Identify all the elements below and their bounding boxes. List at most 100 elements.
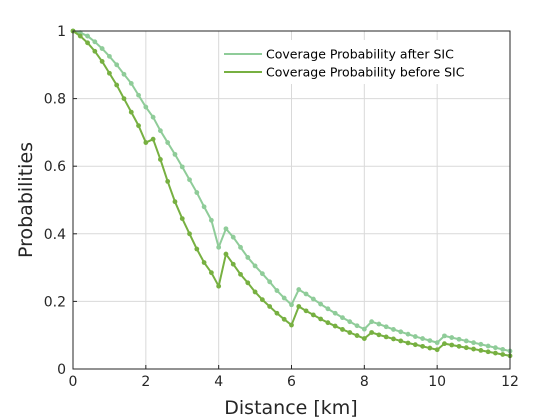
series-1-point-28 xyxy=(274,310,280,316)
series-1-point-38 xyxy=(347,330,353,335)
series-1-point-12 xyxy=(158,157,163,162)
series-0-point-35 xyxy=(325,306,331,312)
x-tick-label-1: 2 xyxy=(141,374,150,390)
series-1-point-52 xyxy=(449,342,455,348)
series-0-point-54 xyxy=(463,338,469,344)
legend-background xyxy=(221,40,507,84)
series-1-point-27 xyxy=(267,304,273,309)
y-tick-label-0: 0 xyxy=(57,362,66,378)
series-1-point-35 xyxy=(325,320,331,326)
series-1-point-31 xyxy=(296,304,302,309)
series-1-point-9 xyxy=(136,123,141,129)
y-tick-label-3: 0.6 xyxy=(44,159,66,175)
series-1-point-46 xyxy=(405,340,411,346)
y-tick-label-1: 0.2 xyxy=(44,294,66,310)
series-1-point-18 xyxy=(201,260,207,265)
series-1-point-5 xyxy=(107,70,112,76)
series-0-point-7 xyxy=(121,71,127,77)
series-0-point-5 xyxy=(107,53,112,59)
series-1-point-21 xyxy=(223,251,229,257)
series-1-point-24 xyxy=(245,280,251,286)
series-0-point-32 xyxy=(303,291,309,297)
series-0-point-2 xyxy=(85,33,90,39)
series-0-point-3 xyxy=(92,39,98,45)
series-0-point-31 xyxy=(296,287,302,292)
series-0-point-15 xyxy=(179,164,185,170)
x-tick-label-5: 10 xyxy=(428,374,446,390)
series-1-point-41 xyxy=(369,330,375,335)
series-1-point-42 xyxy=(376,332,382,338)
series-0 xyxy=(70,28,513,354)
y-tick-label-2: 0.4 xyxy=(44,227,66,243)
series-1 xyxy=(70,28,513,359)
series-1-point-36 xyxy=(332,323,338,329)
series-0-point-41 xyxy=(369,319,375,325)
series-0-point-48 xyxy=(420,336,425,341)
series-1-point-47 xyxy=(412,342,418,348)
series-0-point-39 xyxy=(354,323,360,329)
series-1-point-26 xyxy=(259,297,265,303)
x-axis-label: Distance [km] xyxy=(224,397,357,419)
series-1-point-32 xyxy=(303,308,309,314)
y-tick-label-4: 0.8 xyxy=(44,92,66,108)
series-1-point-40 xyxy=(361,336,367,341)
series-0-point-8 xyxy=(128,80,134,86)
series-1-point-59 xyxy=(500,352,506,357)
series-0-point-20 xyxy=(216,244,222,250)
series-0-point-55 xyxy=(471,340,476,346)
series-1-point-4 xyxy=(99,59,105,64)
series-0-point-14 xyxy=(172,151,178,157)
series-1-point-20 xyxy=(216,283,222,289)
series-0-point-44 xyxy=(391,327,396,332)
series-0-point-58 xyxy=(493,345,498,351)
series-0-point-17 xyxy=(194,190,200,195)
x-tick-label-0: 0 xyxy=(69,374,78,390)
series-1-point-51 xyxy=(442,341,447,347)
series-1-point-33 xyxy=(310,312,316,318)
series-0-point-38 xyxy=(347,319,353,325)
series-0-point-49 xyxy=(427,338,433,344)
series-0-point-23 xyxy=(238,244,243,250)
series-1-point-54 xyxy=(463,345,469,351)
series-0-point-40 xyxy=(361,326,367,332)
series-1-point-2 xyxy=(85,40,90,46)
series-1-point-57 xyxy=(485,349,491,355)
series-1-point-10 xyxy=(143,140,149,145)
series-0-point-28 xyxy=(274,288,280,293)
series-0-point-30 xyxy=(289,302,294,308)
plot-area xyxy=(70,28,513,359)
series-0-point-29 xyxy=(281,295,287,301)
series-1-point-6 xyxy=(114,82,120,88)
series-0-point-12 xyxy=(158,128,163,134)
series-0-point-27 xyxy=(267,279,273,285)
series-0-point-53 xyxy=(456,336,462,342)
series-1-point-19 xyxy=(208,270,214,276)
series-0-point-36 xyxy=(332,310,338,316)
series-0-point-37 xyxy=(340,315,345,321)
series-0-point-42 xyxy=(376,321,382,327)
x-tick-label-4: 8 xyxy=(360,374,369,390)
x-tick-label-6: 12 xyxy=(501,374,519,390)
series-0-point-47 xyxy=(412,334,418,339)
series-0-point-16 xyxy=(187,177,192,183)
series-0-point-50 xyxy=(434,340,440,346)
series-0-point-46 xyxy=(405,331,411,337)
series-0-point-34 xyxy=(318,301,324,307)
series-0-point-59 xyxy=(500,346,506,352)
tick-labels: 0 2 4 6 8 10 12 0 0.2 0.4 0.6 0.8 1 xyxy=(44,24,519,390)
series-0-point-43 xyxy=(383,324,389,330)
y-tick-label-5: 1 xyxy=(57,24,66,40)
series-1-point-14 xyxy=(172,199,178,205)
series-1-point-3 xyxy=(92,48,98,54)
series-0-point-19 xyxy=(208,217,214,223)
series-1-point-25 xyxy=(252,289,258,295)
series-1-point-58 xyxy=(493,350,498,356)
series-1-point-15 xyxy=(179,216,185,221)
series-1-point-34 xyxy=(318,316,324,322)
series-1-point-11 xyxy=(150,136,156,142)
series-0-point-56 xyxy=(478,341,484,347)
series-0-point-45 xyxy=(398,329,404,335)
series-1-point-8 xyxy=(128,109,134,115)
series-1-point-45 xyxy=(398,338,404,344)
series-0-point-6 xyxy=(114,62,120,68)
